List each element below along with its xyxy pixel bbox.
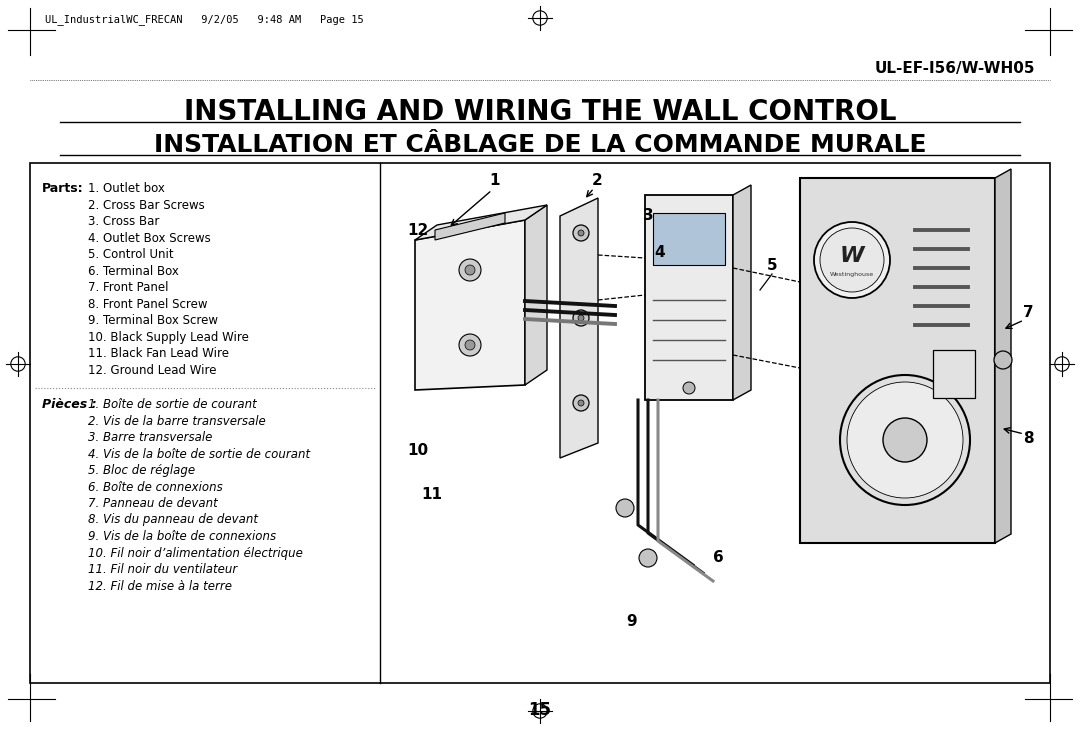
Circle shape bbox=[578, 400, 584, 406]
Text: 10. Black Supply Lead Wire: 10. Black Supply Lead Wire bbox=[87, 330, 248, 343]
FancyBboxPatch shape bbox=[645, 195, 733, 400]
Polygon shape bbox=[525, 205, 546, 385]
Text: 3. Cross Bar: 3. Cross Bar bbox=[87, 215, 160, 228]
Text: 7: 7 bbox=[1023, 305, 1034, 319]
Polygon shape bbox=[561, 198, 598, 458]
Text: 2. Vis de la barre transversale: 2. Vis de la barre transversale bbox=[87, 415, 266, 427]
Text: Pièces :: Pièces : bbox=[42, 398, 96, 411]
Text: 15: 15 bbox=[528, 701, 552, 719]
Circle shape bbox=[459, 334, 481, 356]
Text: 1. Outlet box: 1. Outlet box bbox=[87, 182, 165, 195]
Text: 6. Boîte de connexions: 6. Boîte de connexions bbox=[87, 480, 222, 494]
Text: 12: 12 bbox=[407, 222, 429, 238]
Circle shape bbox=[820, 228, 885, 292]
Text: 9: 9 bbox=[626, 615, 637, 630]
Circle shape bbox=[639, 549, 657, 567]
Text: 3. Barre transversale: 3. Barre transversale bbox=[87, 431, 213, 444]
Text: 5. Control Unit: 5. Control Unit bbox=[87, 248, 174, 261]
Text: 9. Vis de la boîte de connexions: 9. Vis de la boîte de connexions bbox=[87, 530, 276, 543]
Text: 10. Fil noir d’alimentation électrique: 10. Fil noir d’alimentation électrique bbox=[87, 547, 302, 559]
Text: Westinghouse: Westinghouse bbox=[829, 271, 874, 276]
Circle shape bbox=[459, 259, 481, 281]
Text: 2. Cross Bar Screws: 2. Cross Bar Screws bbox=[87, 198, 205, 211]
Text: INSTALLING AND WIRING THE WALL CONTROL: INSTALLING AND WIRING THE WALL CONTROL bbox=[184, 98, 896, 126]
Text: 9. Terminal Box Screw: 9. Terminal Box Screw bbox=[87, 314, 218, 327]
Polygon shape bbox=[733, 185, 751, 400]
Text: Parts:: Parts: bbox=[42, 182, 83, 195]
FancyBboxPatch shape bbox=[933, 350, 975, 398]
Text: 7. Panneau de devant: 7. Panneau de devant bbox=[87, 497, 218, 510]
Circle shape bbox=[994, 351, 1012, 369]
Text: 4. Outlet Box Screws: 4. Outlet Box Screws bbox=[87, 232, 211, 244]
Circle shape bbox=[573, 225, 589, 241]
Circle shape bbox=[840, 375, 970, 505]
Circle shape bbox=[578, 230, 584, 236]
Circle shape bbox=[883, 418, 927, 462]
Polygon shape bbox=[435, 213, 505, 240]
Text: 6: 6 bbox=[713, 550, 724, 566]
Polygon shape bbox=[995, 169, 1011, 543]
Circle shape bbox=[573, 395, 589, 411]
Text: 5: 5 bbox=[767, 257, 778, 273]
Polygon shape bbox=[415, 220, 525, 390]
Circle shape bbox=[465, 340, 475, 350]
Polygon shape bbox=[415, 205, 546, 240]
Circle shape bbox=[814, 222, 890, 298]
Text: INSTALLATION ET CÂBLAGE DE LA COMMANDE MURALE: INSTALLATION ET CÂBLAGE DE LA COMMANDE M… bbox=[153, 133, 927, 157]
Text: 8: 8 bbox=[1023, 431, 1034, 445]
Circle shape bbox=[573, 310, 589, 326]
Text: 1: 1 bbox=[489, 173, 500, 187]
Text: W: W bbox=[840, 246, 864, 266]
Text: 3: 3 bbox=[643, 208, 653, 222]
Text: 6. Terminal Box: 6. Terminal Box bbox=[87, 265, 179, 278]
Text: 11. Fil noir du ventilateur: 11. Fil noir du ventilateur bbox=[87, 563, 238, 576]
Text: 8. Front Panel Screw: 8. Front Panel Screw bbox=[87, 297, 207, 311]
Circle shape bbox=[578, 315, 584, 321]
Circle shape bbox=[683, 382, 696, 394]
Text: 12. Ground Lead Wire: 12. Ground Lead Wire bbox=[87, 364, 216, 376]
Text: 8. Vis du panneau de devant: 8. Vis du panneau de devant bbox=[87, 513, 258, 526]
Text: UL_IndustrialWC_FRECAN   9/2/05   9:48 AM   Page 15: UL_IndustrialWC_FRECAN 9/2/05 9:48 AM Pa… bbox=[45, 15, 364, 26]
Text: 4: 4 bbox=[654, 244, 665, 260]
Text: 2: 2 bbox=[592, 173, 603, 187]
Text: 11. Black Fan Lead Wire: 11. Black Fan Lead Wire bbox=[87, 347, 229, 360]
Text: 5. Bloc de réglage: 5. Bloc de réglage bbox=[87, 464, 195, 477]
Text: 12. Fil de mise à la terre: 12. Fil de mise à la terre bbox=[87, 580, 232, 593]
Text: 7. Front Panel: 7. Front Panel bbox=[87, 281, 168, 294]
Text: 4. Vis de la boîte de sortie de courant: 4. Vis de la boîte de sortie de courant bbox=[87, 448, 310, 461]
Circle shape bbox=[616, 499, 634, 517]
Text: 1. Boîte de sortie de courant: 1. Boîte de sortie de courant bbox=[87, 398, 257, 411]
Circle shape bbox=[465, 265, 475, 275]
Text: UL-EF-I56/W-WH05: UL-EF-I56/W-WH05 bbox=[875, 61, 1035, 76]
FancyBboxPatch shape bbox=[800, 178, 995, 543]
Text: 10: 10 bbox=[407, 443, 429, 458]
Text: 11: 11 bbox=[421, 486, 443, 502]
Circle shape bbox=[847, 382, 963, 498]
FancyBboxPatch shape bbox=[653, 213, 725, 265]
